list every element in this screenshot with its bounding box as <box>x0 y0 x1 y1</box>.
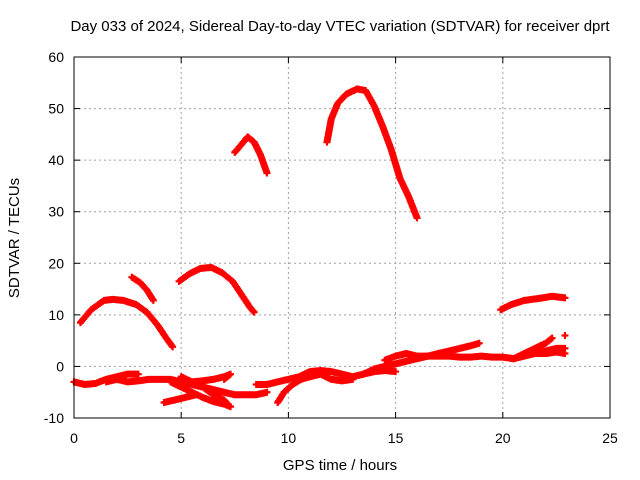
series-arc-4 <box>231 133 271 177</box>
x-axis-label: GPS time / hours <box>283 457 397 474</box>
data-point <box>413 214 421 222</box>
y-axis-label: SDTVAR / TECUs <box>6 178 23 298</box>
data-point <box>392 368 400 376</box>
series-low-k <box>510 334 556 363</box>
x-tick-label: 20 <box>495 430 511 446</box>
plot-frame <box>73 56 611 419</box>
x-tick-label: 15 <box>388 430 404 446</box>
data-point <box>561 350 569 358</box>
data-point <box>134 370 142 378</box>
data-point <box>548 334 556 342</box>
y-tick-label: 60 <box>48 49 64 65</box>
data-point <box>149 296 157 304</box>
series-arc-2 <box>128 273 157 304</box>
data-point <box>561 331 569 339</box>
data-point <box>220 375 228 383</box>
series-arc-3 <box>175 263 258 316</box>
data-point <box>224 401 232 409</box>
series-arc-5 <box>323 85 421 222</box>
series-low-l <box>531 348 569 358</box>
grid-layer <box>74 57 610 418</box>
series-arc-6 <box>497 292 569 314</box>
data-point <box>263 388 271 396</box>
data-point <box>475 339 483 347</box>
data-point <box>192 391 200 399</box>
data-point <box>561 294 569 302</box>
chart-title: Day 033 of 2024, Sidereal Day-to-day VTE… <box>70 18 610 35</box>
y-tick-label: -10 <box>44 410 64 426</box>
series-low-d <box>160 391 200 407</box>
series-arc-1 <box>76 295 177 351</box>
y-tick-label: 40 <box>48 152 64 168</box>
y-tick-label: 10 <box>48 307 64 323</box>
x-tick-label: 10 <box>281 430 297 446</box>
y-tick-label: 50 <box>48 101 64 117</box>
y-tick-label: 20 <box>48 255 64 271</box>
series-low-h <box>274 370 357 407</box>
data-point <box>250 308 258 316</box>
series-low-m <box>561 331 569 339</box>
data-point <box>349 375 357 383</box>
y-tick-label: 0 <box>56 358 64 374</box>
series-low-f <box>188 370 235 386</box>
x-tick-label: 25 <box>602 430 618 446</box>
data-point <box>169 343 177 351</box>
x-tick-label: 5 <box>177 430 185 446</box>
x-tick-label: 0 <box>70 430 78 446</box>
y-tick-label: 30 <box>48 204 64 220</box>
data-point <box>263 169 271 177</box>
data-marks <box>70 85 569 411</box>
